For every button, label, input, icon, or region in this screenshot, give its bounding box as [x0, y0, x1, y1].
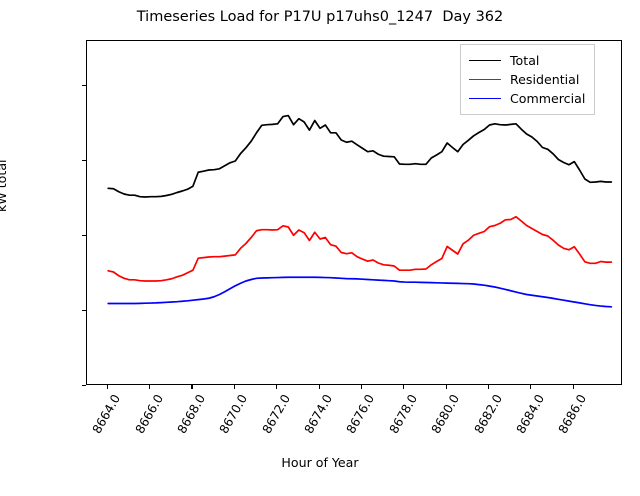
- x-tick-mark: [318, 385, 320, 389]
- x-tick-mark: [488, 385, 490, 389]
- legend-entry: Total: [469, 51, 585, 70]
- series-line-commercial: [107, 276, 613, 308]
- x-tick-mark: [106, 385, 108, 389]
- x-tick-mark: [530, 385, 532, 389]
- x-tick-mark: [191, 385, 193, 389]
- y-tick-mark: [82, 159, 86, 161]
- chart-legend: Total Residential Commercial: [460, 44, 596, 115]
- series-line-total: [107, 114, 613, 198]
- y-tick-mark: [82, 84, 86, 86]
- legend-color-swatch: [469, 60, 501, 61]
- legend-entry: Commercial: [469, 89, 585, 108]
- x-tick-mark: [360, 385, 362, 389]
- y-tick-mark: [82, 234, 86, 236]
- x-tick-mark: [403, 385, 405, 389]
- legend-entry: Residential: [469, 70, 585, 89]
- x-axis-label: Hour of Year: [281, 455, 359, 470]
- legend-label: Commercial: [510, 91, 586, 106]
- legend-color-swatch: [469, 79, 501, 80]
- y-tick-mark: [82, 309, 86, 311]
- x-tick-mark: [276, 385, 278, 389]
- chart-title: Timeseries Load for P17U p17uhs0_1247 Da…: [136, 9, 504, 25]
- series-line-residential: [107, 215, 613, 282]
- plot-lines: [107, 114, 613, 308]
- chart-figure: Timeseries Load for P17U p17uhs0_1247 Da…: [0, 9, 622, 470]
- x-tick-mark: [572, 385, 574, 389]
- legend-label: Residential: [510, 72, 580, 87]
- x-tick-mark: [233, 385, 235, 389]
- y-tick-mark: [82, 384, 86, 386]
- y-axis-label: kW total: [0, 159, 9, 212]
- legend-color-swatch: [469, 98, 501, 99]
- x-tick-mark: [445, 385, 447, 389]
- legend-label: Total: [510, 53, 540, 68]
- x-tick-mark: [149, 385, 151, 389]
